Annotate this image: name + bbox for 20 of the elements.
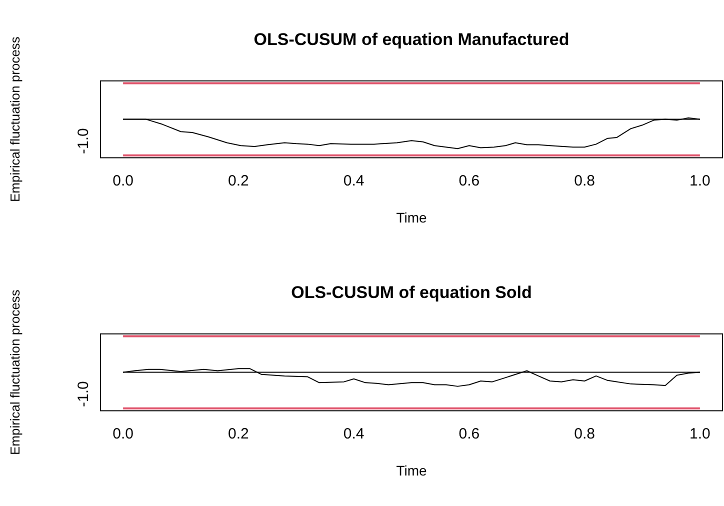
x-tick-label: 0.6 [458,425,480,442]
x-tick-label: 1.0 [689,425,710,442]
x-tick-label: 0.6 [458,172,480,190]
x-tick-label: 0.8 [574,425,595,442]
x-tick-label: 1.0 [689,172,710,190]
x-tick-label: 0.4 [343,425,364,442]
x-tick-label: 0.2 [228,425,249,442]
chart-title: OLS-CUSUM of equation Sold [291,282,532,302]
x-tick-label: 0.8 [574,172,595,190]
x-tick-label: 0.0 [112,172,134,190]
x-tick-label: 0.2 [228,172,249,190]
text: -1.0 [75,128,92,154]
x-axis-title: Time [396,209,428,226]
x-axis-title: Time [396,462,428,478]
text: -1.0 [75,381,92,408]
y-axis-title: Empirical fluctuation process [8,289,23,456]
x-tick-label: 0.0 [112,425,134,442]
y-axis-title: Empirical fluctuation process [8,36,23,202]
chart-title: OLS-CUSUM of equation Manufactured [254,30,570,49]
x-tick-label: 0.4 [343,172,364,190]
